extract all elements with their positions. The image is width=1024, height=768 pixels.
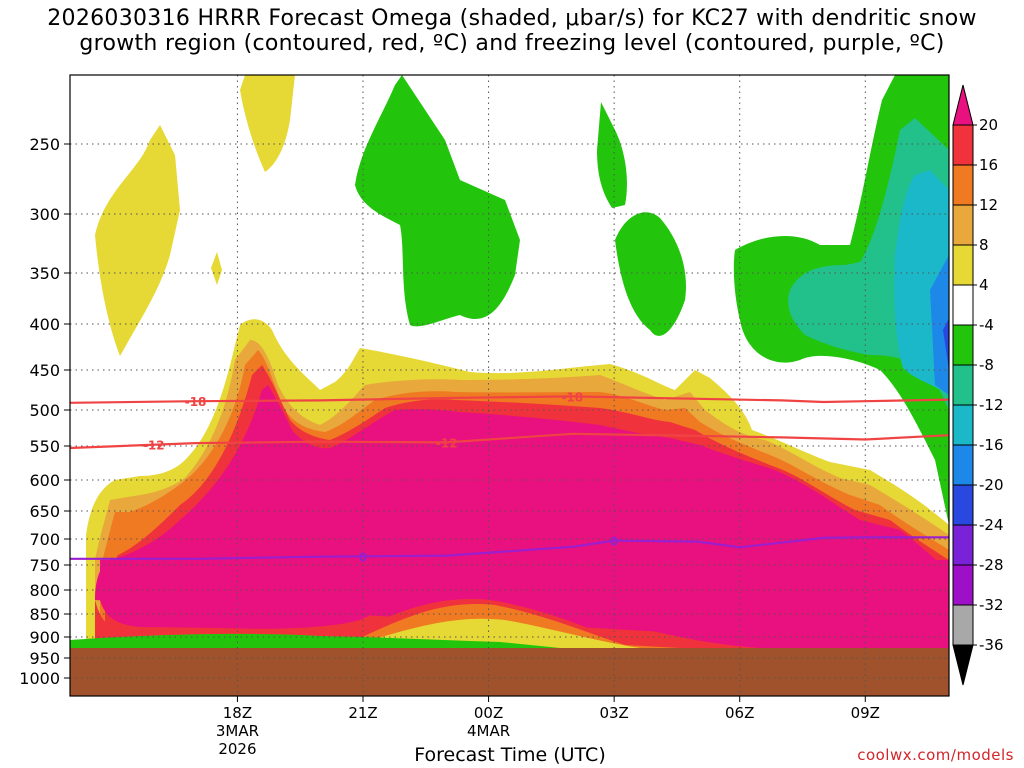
plot-frame xyxy=(69,74,950,697)
colorbar: 20 16 12 8 4 -4 -8 -12 -16 -20 -24 -28 -32 -36 xyxy=(952,84,1004,686)
contour-label: 0 xyxy=(610,535,618,549)
x-tick-label: 00Z xyxy=(474,704,503,722)
colorbar-swatch xyxy=(952,524,974,566)
colorbar-swatch xyxy=(952,484,974,526)
colorbar-label: 12 xyxy=(979,196,998,214)
x-tick-date-label: 3MAR xyxy=(216,722,259,740)
omega-shading xyxy=(70,75,949,696)
x-axis-label: Forecast Time (UTC) xyxy=(414,744,606,766)
colorbar-swatch xyxy=(952,404,974,446)
y-tick-label: 1000 xyxy=(19,669,60,688)
y-tick-label: 350 xyxy=(29,264,60,283)
colorbar-label: -36 xyxy=(979,636,1004,654)
omega-band-neg20 xyxy=(943,318,949,370)
colorbar-swatch xyxy=(952,164,974,206)
y-tick-label: 950 xyxy=(29,649,60,668)
colorbar-swatch xyxy=(952,324,974,366)
colorbar-swatch xyxy=(952,604,974,646)
colorbar-label: -8 xyxy=(979,356,994,374)
y-tick-label: 750 xyxy=(29,556,60,575)
contour-0 xyxy=(70,536,949,560)
credit-text: coolwx.com/models xyxy=(857,746,1014,764)
omega-band-neg16 xyxy=(930,255,949,395)
colorbar-swatch xyxy=(952,564,974,606)
y-tick-label: 250 xyxy=(29,135,60,154)
contour-lines: -18 -18 -12 -12 0 0 xyxy=(70,390,949,565)
colorbar-label: -12 xyxy=(979,396,1004,414)
y-tick-label: 850 xyxy=(29,605,60,624)
y-tick-label: 900 xyxy=(29,628,60,647)
omega-band-neg4-mid xyxy=(597,102,627,208)
x-tick-label: 06Z xyxy=(725,704,754,722)
y-tick-label: 300 xyxy=(29,205,60,224)
colorbar-label: 8 xyxy=(979,236,989,254)
colorbar-swatch xyxy=(952,244,974,286)
colorbar-label: -28 xyxy=(979,556,1004,574)
y-tick-label: 800 xyxy=(29,581,60,600)
colorbar-label: 4 xyxy=(979,276,989,294)
colorbar-label: 16 xyxy=(979,156,998,174)
chart-title-line-1: 2026030316 HRRR Forecast Omega (shaded, … xyxy=(47,6,977,31)
colorbar-label: -20 xyxy=(979,476,1004,494)
grid-lines xyxy=(70,75,949,696)
contour-label: -12 xyxy=(436,436,458,450)
colorbar-label: -32 xyxy=(979,596,1004,614)
x-tick-label: 18Z xyxy=(223,704,252,722)
y-tick-label: 500 xyxy=(29,401,60,420)
colorbar-label: -24 xyxy=(979,516,1004,534)
y-axis: 250 300 350 400 450 500 550 600 650 700 750 800 850 9… xyxy=(19,135,70,688)
colorbar-swatch xyxy=(952,444,974,486)
omega-band-lower-4 xyxy=(90,618,640,648)
colorbar-bottom-arrow xyxy=(952,644,974,686)
omega-band-neg4-right-small xyxy=(615,212,686,336)
omega-band-neg4-center xyxy=(355,75,520,327)
colorbar-label: -16 xyxy=(979,436,1004,454)
contour-label: -18 xyxy=(185,395,207,409)
x-tick-label: 03Z xyxy=(599,704,628,722)
y-tick-label: 600 xyxy=(29,471,60,490)
y-tick-label: 700 xyxy=(29,530,60,549)
contour--18 xyxy=(70,395,949,404)
omega-band-4-small xyxy=(211,252,222,285)
omega-band-4-upper-left xyxy=(95,125,180,356)
chart-title-line-2: growth region (contoured, red, ºC) and f… xyxy=(79,31,945,56)
omega-band-20-core xyxy=(100,560,949,648)
omega-band-4-upper-mid xyxy=(240,75,295,172)
contour-label: -12 xyxy=(143,439,165,453)
colorbar-label: -4 xyxy=(979,316,994,334)
y-tick-label: 450 xyxy=(29,361,60,380)
colorbar-swatch xyxy=(952,284,974,326)
colorbar-label: 20 xyxy=(979,116,998,134)
y-tick-label: 650 xyxy=(29,502,60,521)
y-tick-label: 400 xyxy=(29,315,60,334)
y-tick-label: 550 xyxy=(29,437,60,456)
contour-label: -18 xyxy=(561,390,583,404)
ground-surface xyxy=(70,648,949,696)
x-tick-label: 09Z xyxy=(851,704,880,722)
x-tick-date-label: 4MAR xyxy=(467,722,510,740)
contour--12 xyxy=(70,432,949,450)
colorbar-top-arrow xyxy=(952,84,974,126)
x-tick-year-label: 2026 xyxy=(218,740,256,758)
x-tick-label: 21Z xyxy=(348,704,377,722)
colorbar-swatch xyxy=(952,124,974,166)
colorbar-swatch xyxy=(952,364,974,406)
contour-label: 0 xyxy=(359,551,367,565)
colorbar-swatch xyxy=(952,204,974,246)
